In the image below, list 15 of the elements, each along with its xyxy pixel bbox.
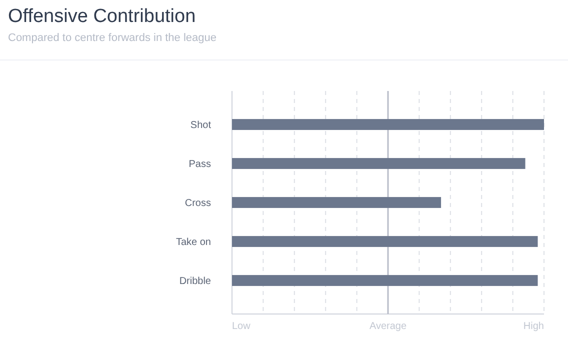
text: Compared to centre forwards in the league (8, 32, 217, 44)
chart-title: Offensive Contribution (8, 6, 196, 27)
bar (232, 197, 442, 208)
y-tick-label: Take on (176, 237, 211, 248)
text: Low (232, 321, 252, 332)
bar (232, 236, 538, 247)
y-tick-label: Shot (190, 120, 212, 131)
bar (232, 119, 544, 130)
y-tick-label: Dribble (179, 276, 212, 287)
y-tick-label: Cross (184, 198, 211, 209)
y-tick-label: Pass (188, 159, 211, 170)
bar (232, 275, 538, 286)
ref-line-label: Average (369, 321, 407, 332)
bar (232, 158, 526, 169)
text: High (523, 321, 544, 332)
